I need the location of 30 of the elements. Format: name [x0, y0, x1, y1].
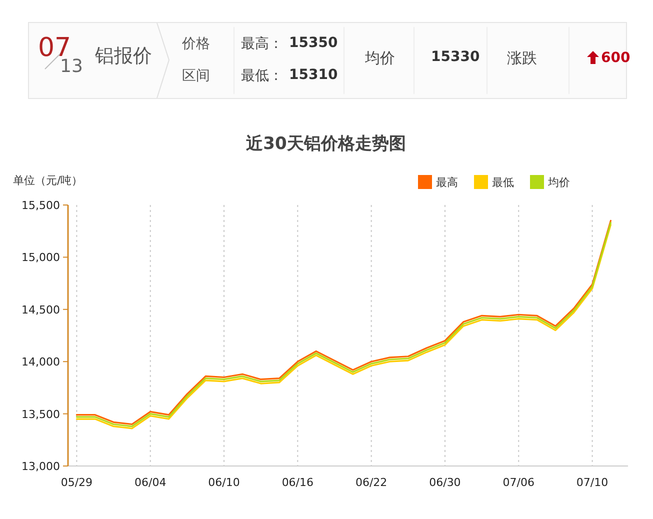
x-tick-label: 06/04 [134, 476, 166, 489]
text: 区间 [182, 67, 210, 85]
x-tick-label: 06/16 [282, 476, 314, 489]
x-tick-label: 07/06 [502, 476, 534, 489]
x-tick-label: 05/29 [60, 476, 93, 489]
text: 最低： [241, 67, 283, 85]
y-tick-label: 13,500 [22, 408, 60, 421]
x-tick-label: 07/10 [576, 476, 608, 489]
legend-label: 最高 [436, 176, 458, 189]
legend-label: 均价 [547, 176, 570, 189]
x-tick-label: 06/10 [208, 476, 240, 489]
text: 价格 [182, 35, 210, 53]
x-tick-label: 06/22 [355, 476, 388, 489]
legend-label: 最低 [492, 176, 514, 189]
text: 15330 [431, 49, 480, 65]
y-axis-title: 单位（元/吨） [13, 174, 83, 187]
x-tick-label: 06/30 [429, 476, 461, 489]
y-tick-label: 14,000 [22, 356, 60, 369]
chart-title: 近30天铝价格走势图 [245, 134, 406, 154]
y-tick-label: 14,500 [22, 303, 60, 316]
y-tick-label: 15,500 [22, 199, 60, 212]
text: 15310 [289, 67, 338, 83]
text: 600 [601, 50, 630, 66]
text: 15350 [289, 35, 338, 51]
text: 均价 [365, 49, 395, 68]
y-tick-label: 13,000 [22, 460, 60, 473]
text: 涨跌 [507, 49, 537, 68]
y-tick-label: 15,000 [22, 251, 60, 264]
text: 铝报价 [95, 44, 152, 69]
text: 最高： [241, 35, 283, 53]
